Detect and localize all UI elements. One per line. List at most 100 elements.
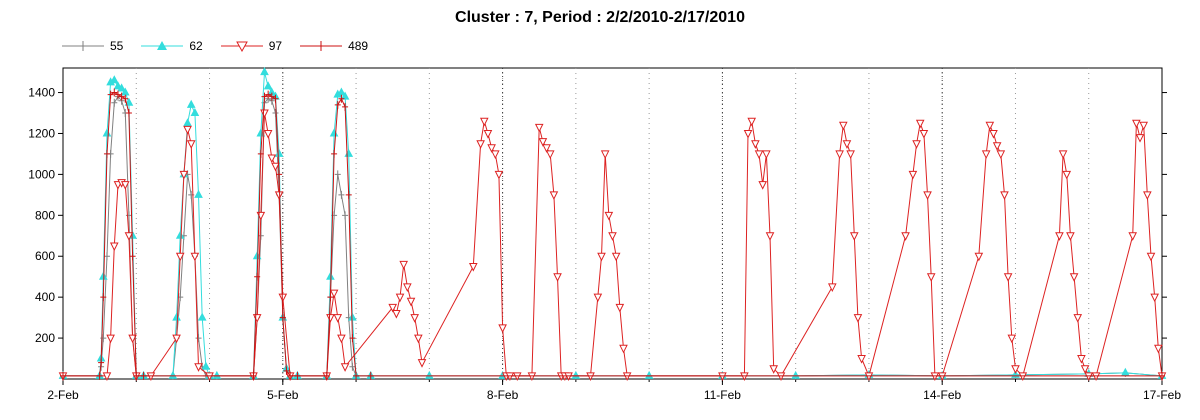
legend-marker-489 [300, 41, 343, 51]
data-point-489 [133, 371, 140, 380]
data-point-97 [194, 363, 203, 372]
data-point-97 [403, 283, 412, 293]
data-point-55 [272, 109, 279, 118]
data-point-97 [1077, 355, 1086, 364]
legend-marker-62 [141, 41, 184, 50]
data-point-489 [100, 293, 107, 302]
chart-legend: 55 62 97 489 [62, 38, 386, 54]
data-point-97 [205, 372, 214, 382]
data-point-97 [1150, 293, 1159, 303]
data-point-97 [600, 150, 610, 160]
data-point-97 [926, 273, 936, 282]
data-point-97 [260, 109, 269, 119]
data-point-97 [1080, 365, 1090, 374]
data-point-489 [349, 334, 356, 343]
data-point-97 [392, 310, 401, 319]
data-point-97 [776, 372, 786, 382]
data-point-489 [331, 149, 338, 158]
data-point-97 [604, 211, 614, 221]
data-point-489 [254, 272, 261, 281]
data-point-62 [197, 312, 207, 321]
data-point-97 [754, 150, 764, 160]
data-point-62 [791, 370, 801, 379]
data-point-62 [1121, 367, 1130, 376]
data-point-97 [919, 129, 929, 139]
data-point-55 [111, 98, 118, 107]
data-point-97 [1069, 273, 1079, 282]
data-point-97 [996, 150, 1006, 160]
legend-label-97: 97 [268, 39, 283, 53]
data-point-97 [857, 355, 866, 364]
data-point-97 [1135, 134, 1145, 143]
x-tick-label: 8-Feb [487, 388, 519, 402]
data-point-97 [124, 232, 134, 241]
data-point-97 [1084, 372, 1094, 382]
data-point-97 [479, 117, 489, 127]
data-point-97 [337, 334, 346, 344]
series-97 [58, 109, 1167, 382]
data-point-97 [399, 260, 408, 270]
data-point-489 [111, 88, 118, 97]
data-point-97 [564, 372, 573, 382]
data-point-97 [758, 181, 768, 190]
data-point-97 [622, 372, 632, 382]
data-point-97 [267, 154, 277, 164]
legend-label-55: 55 [110, 39, 124, 53]
data-point-489 [118, 92, 125, 101]
legend-item-55: 55 [62, 39, 123, 53]
data-point-55 [334, 170, 341, 179]
data-point-97 [915, 119, 925, 129]
legend-item-489: 489 [300, 39, 368, 53]
data-point-62 [424, 370, 434, 379]
data-point-62 [124, 97, 134, 106]
data-point-97 [483, 129, 493, 139]
data-point-97 [849, 232, 859, 241]
data-point-489 [1159, 371, 1165, 380]
data-point-97 [553, 273, 562, 282]
data-point-97 [542, 144, 551, 153]
data-point-97 [718, 372, 727, 382]
data-point-97 [494, 170, 504, 180]
data-point-97 [985, 121, 995, 131]
data-point-97 [864, 372, 874, 382]
data-point-97 [179, 170, 189, 180]
data-point-97 [937, 372, 947, 382]
data-point-97 [271, 162, 280, 172]
data-point-489 [334, 100, 341, 109]
data-point-97 [1128, 232, 1138, 241]
data-point-97 [1146, 252, 1156, 262]
data-point-97 [923, 191, 932, 200]
data-point-62 [274, 148, 284, 157]
x-tick-label: 11-Feb [704, 388, 741, 402]
data-point-97 [593, 293, 603, 303]
data-point-489 [98, 358, 105, 367]
data-point-97 [340, 363, 350, 372]
data-point-97 [974, 252, 984, 262]
data-point-62 [571, 370, 581, 379]
data-point-97 [1000, 191, 1009, 200]
data-point-97 [1007, 334, 1017, 344]
data-point-97 [992, 142, 1002, 151]
data-point-489 [323, 371, 330, 380]
data-point-62 [183, 118, 192, 127]
data-point-489 [257, 149, 264, 158]
data-point-489 [342, 102, 349, 111]
data-point-97 [842, 140, 852, 149]
data-point-97 [172, 334, 181, 344]
data-point-489 [338, 94, 345, 103]
data-point-97 [263, 129, 273, 139]
data-point-97 [538, 138, 548, 147]
legend-label-62: 62 [189, 39, 203, 53]
x-tick-label: 5-Feb [267, 388, 299, 402]
data-point-97 [1073, 314, 1083, 323]
data-point-97 [545, 150, 555, 160]
data-point-489 [261, 92, 268, 101]
data-point-97 [549, 191, 559, 200]
data-point-97 [743, 129, 753, 139]
legend-item-97: 97 [220, 39, 283, 53]
data-point-62 [186, 99, 196, 108]
x-tick-label: 2-Feb [47, 388, 79, 402]
data-point-97 [183, 125, 192, 135]
legend-marker-55 [62, 41, 104, 51]
